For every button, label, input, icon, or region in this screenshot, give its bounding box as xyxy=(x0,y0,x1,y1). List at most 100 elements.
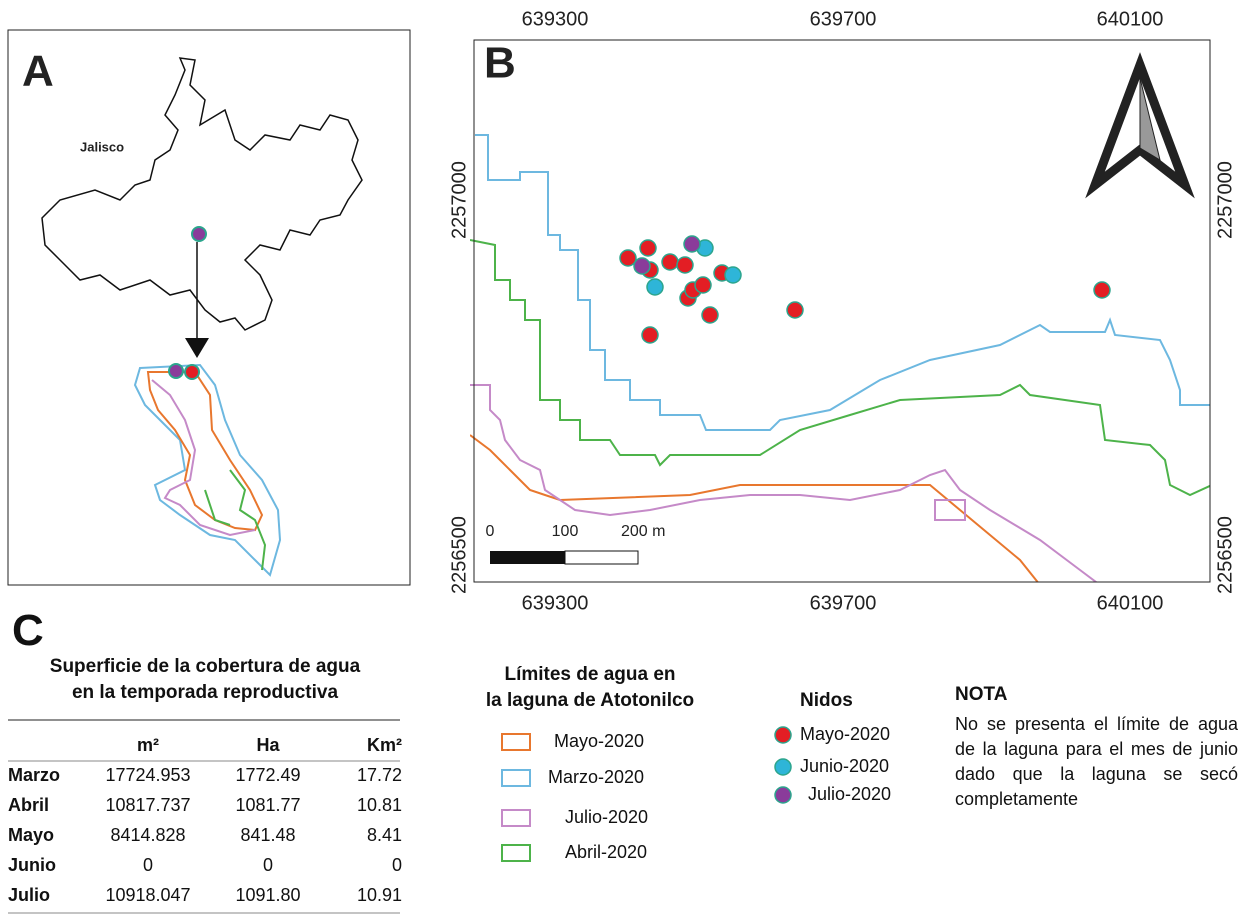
table-cell: 0 xyxy=(391,854,402,875)
header-cell: Ha xyxy=(256,734,280,755)
table-title: en la temporada reproductiva xyxy=(71,682,339,703)
area-table: m² Ha Km² Marzo 17724.953 1772.49 17.72 Abri… xyxy=(8,730,402,910)
nest-marker xyxy=(701,306,719,324)
legend-swatch xyxy=(501,769,531,787)
legend-title: Límites de agua en xyxy=(504,664,676,685)
legend-label: Abril-2020 xyxy=(565,842,648,862)
y-coord-label: 2257000 xyxy=(448,161,470,239)
table-cell: 0 xyxy=(142,854,153,875)
panel-label: A xyxy=(22,47,54,96)
legend-label: Marzo-2020 xyxy=(548,767,645,787)
x-coord-label: 640100 xyxy=(1097,8,1164,30)
table-row: Julio 10918.047 1091.80 10.91 xyxy=(8,880,402,910)
legend-marker xyxy=(774,786,792,804)
y-coord-label: 2256500 xyxy=(1214,516,1236,594)
table-cell: 0 xyxy=(262,854,273,875)
water-limit-marzo xyxy=(475,134,1210,431)
legend-marker xyxy=(774,726,792,744)
nest-marker xyxy=(676,256,694,274)
legend-marker xyxy=(774,758,792,776)
row-label: Junio xyxy=(8,854,56,875)
legend-swatch xyxy=(501,733,531,751)
header-cell: m² xyxy=(137,734,159,755)
scale-label: 100 xyxy=(552,523,579,540)
water-limit-abril xyxy=(470,239,1210,497)
table-cell: 17.72 xyxy=(356,764,402,785)
legend-label: Julio-2020 xyxy=(808,784,892,804)
table-cell: 1772.49 xyxy=(235,764,301,785)
legend-title: Nidos xyxy=(800,690,853,711)
nest-marker xyxy=(184,364,200,380)
x-coord-label: 639300 xyxy=(522,592,589,614)
panel-label: C xyxy=(12,606,44,655)
table-cell: 8414.828 xyxy=(110,824,186,845)
table-cell: 1081.77 xyxy=(235,794,301,815)
legend-label: Mayo-2020 xyxy=(800,724,891,744)
scale-bar-light xyxy=(564,550,639,565)
scale-label: 200 m xyxy=(621,523,665,540)
y-coord-label: 2257000 xyxy=(1214,161,1236,239)
table-cell: 1091.80 xyxy=(235,884,301,905)
nest-marker xyxy=(168,363,184,379)
x-coord-label: 640100 xyxy=(1097,592,1164,614)
nest-marker xyxy=(619,249,637,267)
lake-outline-mayo xyxy=(146,371,264,532)
nest-marker xyxy=(683,235,701,253)
y-coord-label: 2256500 xyxy=(448,516,470,594)
table-cell: 17724.953 xyxy=(105,764,191,785)
table-cell: 841.48 xyxy=(240,824,296,845)
header-cell xyxy=(8,730,88,760)
table-cell: 10.91 xyxy=(356,884,402,905)
nest-marker xyxy=(786,301,804,319)
table-title: Superficie de la cobertura de agua xyxy=(49,656,361,677)
region-label: Jalisco xyxy=(80,139,124,154)
nest-marker xyxy=(1093,281,1111,299)
scale-bar-dark xyxy=(490,551,565,564)
nest-marker xyxy=(633,257,651,275)
legend-swatch xyxy=(501,809,531,827)
note-text: No se presenta el límite de agua de la l… xyxy=(955,714,1238,809)
table-row: Mayo 8414.828 841.48 8.41 xyxy=(8,820,402,850)
site-marker xyxy=(191,226,207,242)
panel-a-frame xyxy=(7,29,411,586)
water-limit-julio xyxy=(470,384,1098,582)
row-label: Mayo xyxy=(8,824,55,845)
table-cell: 10817.737 xyxy=(105,794,191,815)
table-row: Marzo 17724.953 1772.49 17.72 xyxy=(8,760,402,790)
x-coord-label: 639300 xyxy=(522,8,589,30)
x-coord-label: 639700 xyxy=(810,8,877,30)
nest-marker xyxy=(646,278,664,296)
table-row: Junio 0 0 0 xyxy=(8,850,402,880)
state-outline xyxy=(41,57,363,331)
north-arrow xyxy=(1085,52,1195,199)
note-title: NOTA xyxy=(955,684,1008,705)
legend-title: la laguna de Atotonilco xyxy=(485,690,695,711)
nest-marker xyxy=(694,276,712,294)
table-row: Abril 10817.737 1081.77 10.81 xyxy=(8,790,402,820)
nests xyxy=(619,235,1111,344)
row-label: Marzo xyxy=(8,764,61,785)
nest-marker xyxy=(661,253,679,271)
nest-marker xyxy=(641,326,659,344)
lake-outline-marzo xyxy=(133,363,282,577)
panel-label: B xyxy=(484,39,516,88)
legend-swatch xyxy=(501,844,531,862)
legend-label: Mayo-2020 xyxy=(554,731,645,751)
lake-outline-abril xyxy=(204,469,267,571)
nest-marker xyxy=(639,239,657,257)
table-header: m² Ha Km² xyxy=(8,730,402,760)
x-coord-label: 639700 xyxy=(810,592,877,614)
water-limit-julio-patch xyxy=(934,499,966,521)
scale-label: 0 xyxy=(486,523,495,540)
row-label: Abril xyxy=(8,794,50,815)
table-cell: 10918.047 xyxy=(105,884,191,905)
header-cell: Km² xyxy=(367,734,402,755)
row-label: Julio xyxy=(8,884,51,905)
arrow-head xyxy=(185,338,209,358)
north-arrow-outline xyxy=(1085,52,1195,199)
legend-label: Junio-2020 xyxy=(800,756,890,776)
legend-label: Julio-2020 xyxy=(565,807,649,827)
table-cell: 8.41 xyxy=(366,824,402,845)
